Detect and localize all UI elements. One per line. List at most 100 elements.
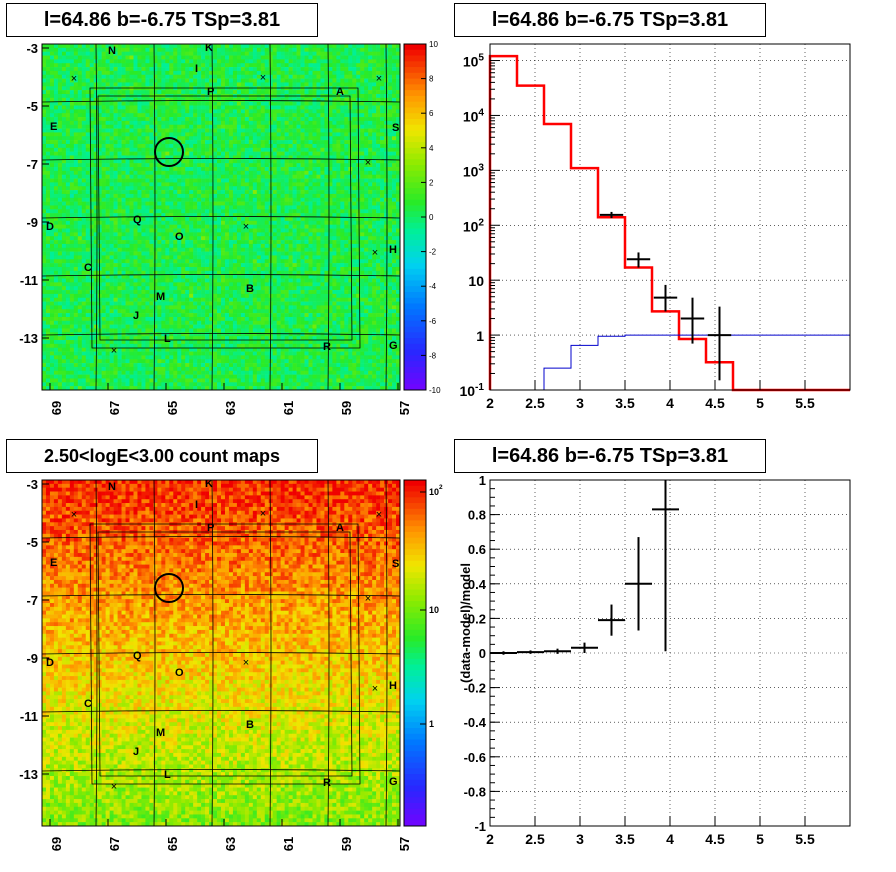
source-label: B [246,719,254,731]
source-label: A [336,522,344,534]
spectrum-panel: 105 104 103 102 10 1 10-1 2 2.5 3 3.5 4 4.5 5 5.5 l=64… [448,0,896,436]
colorbar-tick-label: 102 [429,484,443,497]
source-marker: × [243,657,249,669]
roi-box [89,523,361,785]
source-label: A [336,86,344,98]
source-marker: × [376,73,382,85]
grid-line [153,43,156,391]
y-tick-label: 10-1 [459,382,484,399]
source-label: Q [133,650,142,662]
source-label: G [389,776,398,788]
source-label: D [46,221,54,233]
plot-frame [41,43,401,391]
source-label: S [392,558,399,570]
x-tick-label: 4 [666,831,674,847]
model-step-line [488,54,850,392]
plot-frame [41,479,401,827]
ratio-chart: 1 0.8 0.6 0.4 0.2 0 -0.2 -0.4 -0.6 -0.8 -12 2.5 3 3.5… [458,473,851,847]
source-label: R [323,777,331,789]
source-marker: × [243,221,249,233]
y-tick-label: 0.6 [468,542,486,557]
colorbar-tick-label: -6 [429,317,437,326]
x-tick-label: 3 [576,395,584,411]
x-tick-label: 63 [223,401,238,415]
source-label: J [133,310,139,322]
grid-line [95,479,98,827]
source-marker: × [111,781,117,793]
grid-line [41,274,401,277]
source-label: O [175,667,184,679]
grid-line [41,769,401,772]
y-tick-label: 105 [463,53,485,70]
chart-title: l=64.86 b=-6.75 TSp=3.81 [454,439,766,473]
roi-box [97,95,353,341]
x-tick-label: 67 [107,401,122,415]
roi-box [97,531,353,777]
background-step-line [543,334,850,390]
count-map-chart: N KIP A E S Q O H C B M J L R G D × × × × × × × -3 -5 -7 -9 -11 -13 6… [19,477,443,851]
y-tick-label: -1 [474,819,486,834]
coordinate-grid [41,479,401,827]
x-tick-label: 61 [281,401,296,415]
x-tick-label: 61 [281,837,296,851]
grid-line [153,479,156,827]
y-tick-label: -3 [26,41,38,56]
roi-box [89,87,361,349]
grid-line [327,479,330,827]
grid-line [211,479,214,827]
colorbar-frame [403,479,427,827]
source-label: J [133,746,139,758]
x-tick-label: 69 [49,401,64,415]
x-tick-label: 2 [486,831,494,847]
colorbar-tick-label: 0 [429,213,434,222]
colorbar-tick-label: 8 [429,75,434,84]
source-label: M [156,727,165,739]
source-marker: × [71,509,77,521]
grid-line [41,652,401,655]
chart-title: l=64.86 b=-6.75 TSp=3.81 [454,3,766,37]
x-tick-label: 67 [107,837,122,851]
y-tick-label: 1 [476,328,484,344]
y-tick-label: -7 [26,593,38,608]
source-label: D [46,657,54,669]
y-tick-label: 0.2 [468,611,486,626]
y-tick-label: 0 [479,646,486,661]
colorbar-tick-label: -4 [429,282,437,291]
grid-line [41,710,401,713]
source-label: P [207,86,214,98]
source-label: N [108,481,116,493]
y-tick-label: -0.8 [464,784,486,799]
y-tick-label: -3 [26,477,38,492]
x-tick-label: 5 [756,831,764,847]
grid-line [327,43,330,391]
source-label: O [175,231,184,243]
x-tick-label: 65 [165,401,180,415]
source-label: C [84,698,92,710]
x-tick-label: 4 [666,395,674,411]
colorbar-tick-label: 10 [429,40,438,49]
y-tick-label: -11 [20,709,38,724]
x-tick-label: 59 [339,401,354,415]
x-tick-label: 4.5 [705,831,725,847]
source-label: I [195,63,198,75]
y-tick-label: -5 [26,99,38,114]
source-label: N [108,45,116,57]
grid-line [41,536,401,539]
y-tick-label: -9 [26,651,38,666]
source-label: I [195,499,198,511]
source-marker: × [372,247,378,259]
y-tick-label: -13 [19,767,38,782]
source-label: E [50,557,57,569]
chart-title: 2.50<logE<3.00 count maps [6,439,318,473]
source-label: S [392,122,399,134]
source-label: H [389,680,397,692]
y-tick-label: 104 [463,107,485,124]
x-tick-label: 2 [486,395,494,411]
grid-line [385,479,388,827]
x-tick-label: 5.5 [795,831,815,847]
source-marker: × [260,72,266,84]
source-label: L [164,333,171,345]
y-tick-label: -13 [19,331,38,346]
colorbar-tick-label: -8 [429,351,437,360]
source-marker: × [260,508,266,520]
